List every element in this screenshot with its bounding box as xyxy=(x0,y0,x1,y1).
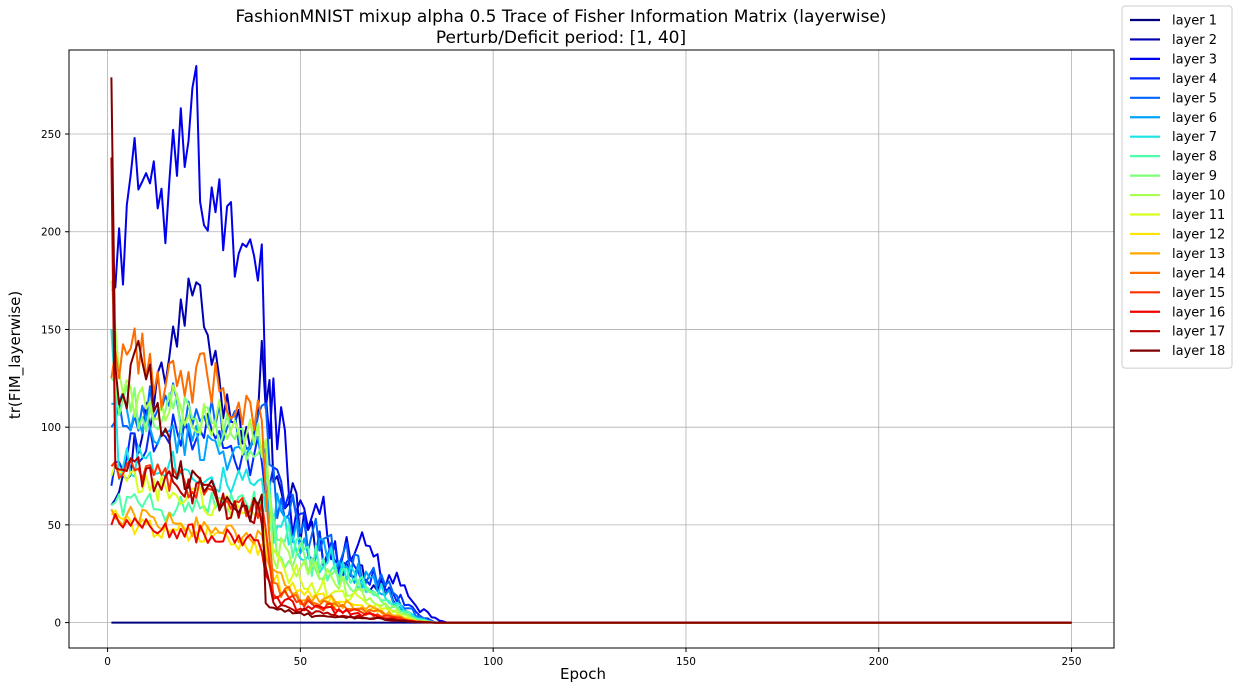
plot-area-frame xyxy=(68,49,1115,649)
legend-label: layer 13 xyxy=(1172,247,1225,262)
legend: layer 1 layer 2 layer 3 layer 4 layer 5 layer… xyxy=(1121,5,1233,369)
legend-label: layer 5 xyxy=(1172,91,1217,106)
x-axis-ticks: 0 50 100 150 200 250 xyxy=(104,648,1082,668)
y-tick-label: 100 xyxy=(41,422,61,434)
chart-subtitle: Perturb/Deficit period: [1, 40] xyxy=(436,28,686,48)
legend-label: layer 1 xyxy=(1172,14,1217,29)
x-tick-label: 200 xyxy=(869,656,889,668)
y-tick-label: 0 xyxy=(54,618,61,630)
legend-label: layer 17 xyxy=(1172,325,1225,340)
x-tick-label: 250 xyxy=(1062,656,1082,668)
legend-label: layer 11 xyxy=(1172,208,1225,223)
legend-label: layer 4 xyxy=(1172,72,1217,87)
x-tick-label: 50 xyxy=(294,656,307,668)
y-tick-label: 200 xyxy=(41,227,61,239)
legend-label: layer 6 xyxy=(1172,111,1217,126)
legend-label: layer 16 xyxy=(1172,305,1225,320)
y-axis-ticks: 0 50 100 150 200 250 xyxy=(41,129,69,630)
series-line xyxy=(110,77,1072,624)
y-tick-label: 150 xyxy=(41,324,61,336)
legend-label: layer 7 xyxy=(1172,130,1217,145)
y-tick-label: 250 xyxy=(41,129,61,141)
legend-label: layer 3 xyxy=(1172,52,1217,67)
legend-label: layer 8 xyxy=(1172,150,1217,165)
legend-label: layer 9 xyxy=(1172,169,1217,184)
legend-label: layer 2 xyxy=(1172,33,1217,48)
x-tick-label: 0 xyxy=(104,656,111,668)
legend-frame xyxy=(1121,5,1233,369)
x-tick-label: 150 xyxy=(676,656,696,668)
chart-title: FashionMNIST mixup alpha 0.5 Trace of Fi… xyxy=(235,7,886,27)
y-tick-label: 50 xyxy=(48,520,61,532)
legend-label: layer 18 xyxy=(1172,344,1225,359)
x-tick-label: 100 xyxy=(483,656,503,668)
y-axis-label: tr(FIM_layerwise) xyxy=(6,291,25,419)
legend-label: layer 14 xyxy=(1172,266,1225,281)
legend-label: layer 10 xyxy=(1172,189,1225,204)
legend-label: layer 12 xyxy=(1172,227,1225,242)
x-axis-label: Epoch xyxy=(560,665,606,683)
legend-label: layer 15 xyxy=(1172,286,1225,301)
series-lines xyxy=(110,65,1072,624)
